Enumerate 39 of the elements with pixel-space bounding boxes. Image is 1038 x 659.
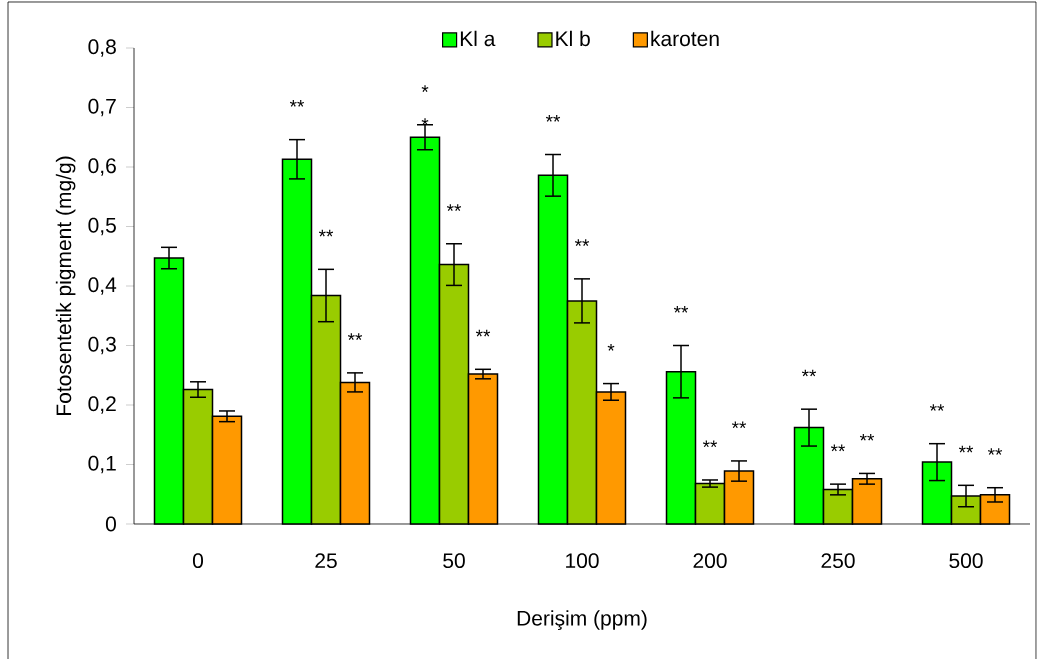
- legend-label: Kl a: [460, 30, 496, 47]
- x-tick-label: 500: [949, 553, 983, 569]
- annotation: **: [702, 440, 718, 448]
- y-tick-label: 0,3: [88, 336, 116, 355]
- annotation: **: [545, 114, 561, 122]
- legend-label: Kl b: [556, 30, 590, 47]
- legend-label: karoten: [651, 30, 719, 47]
- x-tick-label: 50: [443, 553, 465, 569]
- annotation: *: [421, 85, 429, 92]
- annotation: **: [859, 433, 875, 441]
- annotation: **: [830, 444, 846, 452]
- annotation: **: [347, 333, 363, 341]
- annotation: *: [607, 344, 615, 351]
- y-tick-label: 0,4: [88, 277, 117, 295]
- y-tick-label: 0,2: [88, 396, 116, 414]
- x-axis-title: Derişim (ppm): [517, 610, 647, 630]
- x-tick-label: 250: [821, 553, 855, 569]
- x-tick-label: 0: [192, 553, 204, 569]
- y-tick-label: 0: [105, 516, 116, 532]
- annotation: **: [801, 369, 817, 377]
- annotation: **: [475, 329, 491, 337]
- y-tick-label: 0,1: [88, 455, 116, 474]
- y-tick-label: 0,7: [88, 98, 116, 117]
- annotation: **: [958, 445, 974, 453]
- annotation: **: [731, 421, 747, 429]
- x-tick-label: 200: [693, 553, 727, 569]
- annotation: **: [929, 404, 945, 411]
- annotation: **: [574, 239, 590, 246]
- y-tick-label: 0,5: [88, 217, 116, 236]
- x-tick-label: 25: [315, 553, 337, 569]
- annotation: **: [446, 204, 462, 211]
- y-axis-title: Fotosentetik pigment (mg/g): [55, 156, 76, 415]
- x-tick-label: 100: [566, 553, 599, 569]
- annotation: **: [289, 100, 305, 107]
- annotation: **: [318, 229, 334, 237]
- y-tick-label: 0,8: [88, 39, 116, 57]
- y-tick-label: 0,6: [88, 158, 116, 176]
- annotation: **: [673, 305, 689, 313]
- annotation: **: [987, 448, 1003, 455]
